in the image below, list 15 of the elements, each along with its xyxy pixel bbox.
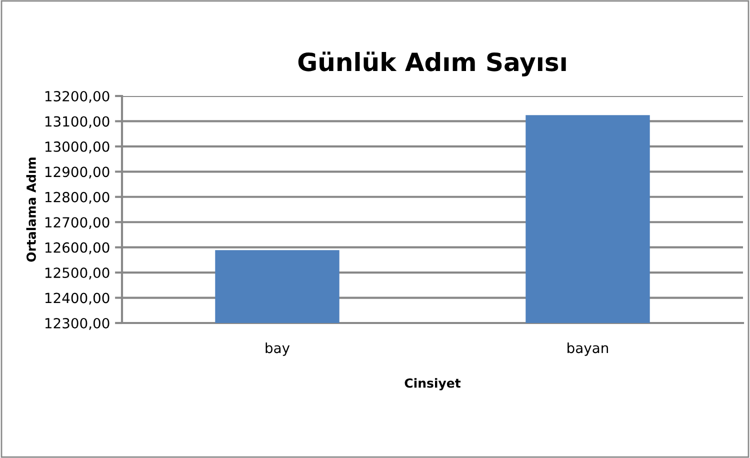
y-tick-label: 13100,00 — [45, 116, 110, 128]
x-axis-title: Cinsiyet — [404, 378, 461, 390]
y-tick-label: 12600,00 — [45, 242, 110, 254]
y-axis-title: Ortalama Adım — [26, 158, 36, 262]
y-tick-label: 12900,00 — [45, 166, 110, 179]
y-tick-label: 13200,00 — [45, 90, 110, 103]
x-tick-label: bay — [266, 342, 290, 356]
y-tick-label: 12800,00 — [45, 192, 110, 204]
y-tick-label: 13000,00 — [45, 141, 110, 154]
y-tick-label: 12400,00 — [45, 292, 110, 305]
y-tick-label: 12500,00 — [45, 268, 110, 280]
chart-title: Günlük Adım Sayısı — [298, 52, 566, 76]
y-tick-label: 12700,00 — [45, 217, 110, 229]
y-tick-label: 12300,00 — [45, 318, 110, 330]
x-tick-label: bayan — [568, 342, 608, 356]
